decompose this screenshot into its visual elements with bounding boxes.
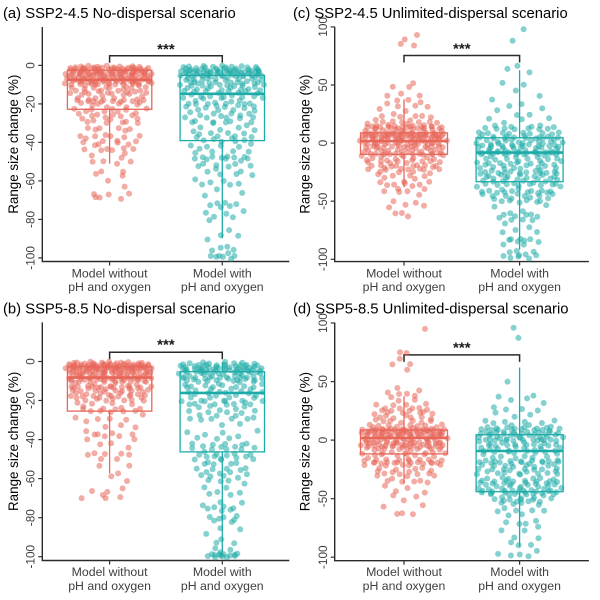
- svg-text:pH and oxygen: pH and oxygen: [363, 579, 446, 593]
- svg-text:0: 0: [316, 139, 330, 146]
- svg-text:pH and oxygen: pH and oxygen: [181, 280, 264, 294]
- svg-text:Model without: Model without: [72, 565, 148, 579]
- svg-text:Range size change (%): Range size change (%): [298, 75, 313, 214]
- svg-text:-80: -80: [23, 509, 37, 526]
- svg-text:100: 100: [316, 17, 330, 37]
- svg-text:-40: -40: [23, 431, 37, 448]
- svg-text:Model without: Model without: [72, 266, 148, 280]
- svg-text:-100: -100: [23, 246, 37, 270]
- svg-text:Model with: Model with: [490, 266, 549, 280]
- svg-text:(a) SSP2-4.5 No-dispersal scen: (a) SSP2-4.5 No-dispersal scenario: [3, 6, 236, 22]
- svg-text:-100: -100: [23, 544, 37, 568]
- svg-text:***: ***: [453, 40, 471, 57]
- svg-text:-50: -50: [316, 192, 330, 209]
- svg-text:pH and oxygen: pH and oxygen: [68, 579, 151, 593]
- svg-text:***: ***: [453, 339, 471, 356]
- svg-text:-60: -60: [23, 172, 37, 189]
- svg-text:Range size change (%): Range size change (%): [6, 75, 21, 214]
- svg-text:pH and oxygen: pH and oxygen: [478, 280, 561, 294]
- svg-text:(c) SSP2-4.5 Unlimited-dispers: (c) SSP2-4.5 Unlimited-dispersal scenari…: [293, 6, 568, 22]
- svg-text:Range size change (%): Range size change (%): [298, 372, 313, 511]
- svg-text:pH and oxygen: pH and oxygen: [363, 280, 446, 294]
- svg-text:(b) SSP5-8.5 No-dispersal scen: (b) SSP5-8.5 No-dispersal scenario: [3, 302, 236, 318]
- svg-text:-100: -100: [316, 247, 330, 271]
- svg-text:Model with: Model with: [490, 565, 549, 579]
- svg-text:50: 50: [316, 375, 330, 389]
- svg-text:-50: -50: [316, 490, 330, 507]
- svg-text:-40: -40: [23, 133, 37, 150]
- svg-text:Model with: Model with: [193, 565, 252, 579]
- svg-text:50: 50: [316, 78, 330, 92]
- svg-text:-100: -100: [316, 545, 330, 569]
- svg-text:0: 0: [23, 62, 37, 69]
- svg-text:Model without: Model without: [366, 565, 442, 579]
- svg-text:***: ***: [157, 41, 175, 58]
- svg-text:-60: -60: [23, 470, 37, 487]
- svg-text:-80: -80: [23, 210, 37, 227]
- svg-text:(d) SSP5-8.5 Unlimited-dispers: (d) SSP5-8.5 Unlimited-dispersal scenari…: [293, 302, 569, 318]
- svg-text:Model without: Model without: [366, 266, 442, 280]
- svg-text:0: 0: [316, 436, 330, 443]
- svg-text:0: 0: [23, 358, 37, 365]
- svg-text:-20: -20: [23, 95, 37, 112]
- svg-text:-20: -20: [23, 392, 37, 409]
- svg-text:100: 100: [316, 313, 330, 333]
- svg-text:pH and oxygen: pH and oxygen: [478, 579, 561, 593]
- svg-text:Model with: Model with: [193, 266, 252, 280]
- svg-text:***: ***: [157, 337, 175, 354]
- svg-text:Range size change (%): Range size change (%): [6, 372, 21, 511]
- svg-text:pH and oxygen: pH and oxygen: [181, 579, 264, 593]
- svg-text:pH and oxygen: pH and oxygen: [68, 280, 151, 294]
